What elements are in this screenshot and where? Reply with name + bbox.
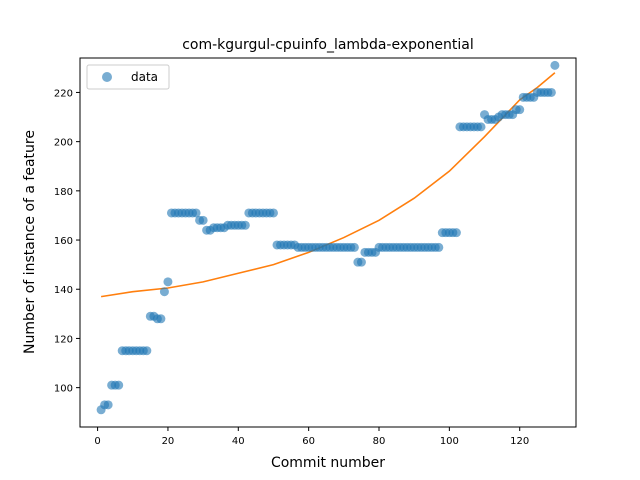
y-tick-label: 120 — [54, 334, 73, 345]
y-tick-label: 180 — [54, 187, 73, 198]
y-tick-label: 100 — [54, 384, 73, 395]
data-point — [191, 208, 201, 218]
y-tick-label: 140 — [54, 285, 73, 296]
y-tick-label: 200 — [54, 138, 73, 149]
legend-box — [86, 64, 170, 90]
data-point — [114, 380, 124, 390]
data-point — [159, 287, 169, 297]
x-tick-label: 100 — [440, 436, 459, 447]
data-point — [163, 277, 173, 287]
data-point — [198, 215, 208, 225]
data-points-layer — [96, 60, 560, 415]
data-point — [546, 87, 556, 97]
data-point — [103, 400, 113, 410]
x-tick-label: 0 — [94, 436, 100, 447]
y-axis-label: Number of instance of a feature — [22, 130, 38, 354]
legend: data — [86, 64, 170, 90]
data-point — [550, 60, 560, 70]
data-point — [356, 257, 366, 267]
data-point — [142, 346, 152, 356]
x-tick-label: 80 — [373, 436, 386, 447]
chart-title: com-kgurgul-cpuinfo_lambda-exponential — [182, 37, 474, 53]
x-axis-ticks: 0 20 40 60 80 100 120 — [94, 427, 529, 447]
y-tick-label: 220 — [54, 88, 73, 99]
y-axis-ticks: 100 120 140 160 180 200 220 — [54, 88, 80, 395]
legend-marker-data — [102, 72, 112, 82]
x-tick-label: 120 — [510, 436, 529, 447]
data-point — [451, 228, 461, 238]
x-tick-label: 40 — [232, 436, 245, 447]
x-tick-label: 60 — [302, 436, 315, 447]
x-tick-label: 20 — [162, 436, 175, 447]
plot-area-frame — [79, 57, 577, 428]
data-point — [156, 314, 166, 324]
data-point — [240, 220, 250, 230]
data-point — [349, 242, 359, 252]
data-point — [476, 122, 486, 132]
data-point — [515, 105, 525, 115]
x-axis-label: Commit number — [271, 455, 385, 471]
fit-line-layer — [100, 72, 556, 298]
data-point — [434, 242, 444, 252]
legend-label-data: data — [131, 70, 158, 84]
data-point — [268, 208, 278, 218]
fit-line — [100, 72, 556, 298]
y-tick-label: 160 — [54, 236, 73, 247]
